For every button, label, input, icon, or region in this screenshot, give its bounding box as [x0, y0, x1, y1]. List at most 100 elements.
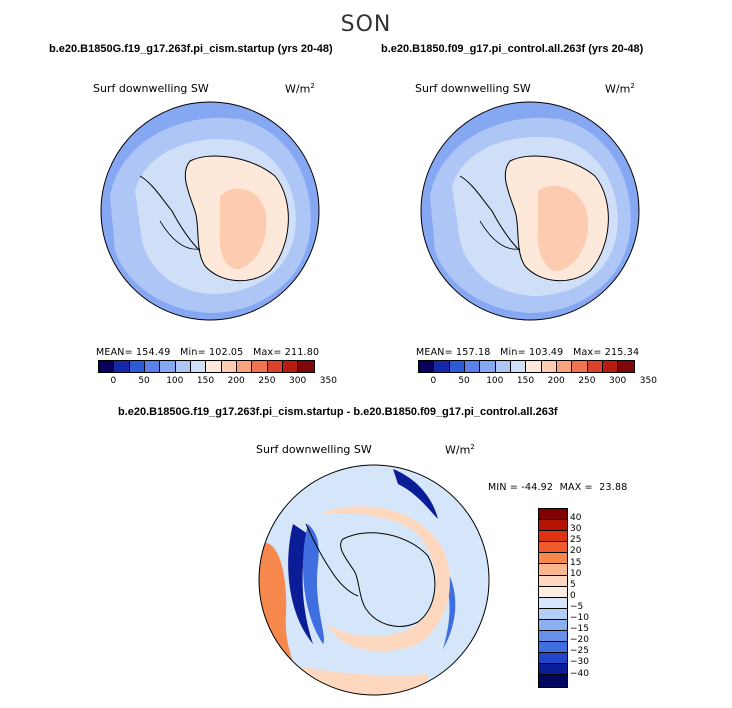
colorbar-tick-label: 200: [547, 376, 565, 386]
colorbar-swatch: [465, 361, 481, 372]
colorbar-swatch: [511, 361, 527, 372]
diff-polar-map: [258, 464, 490, 696]
colorbar-swatch: [206, 361, 222, 372]
colorbar-swatch: [434, 361, 450, 372]
right-mean-label: MEAN=: [416, 347, 453, 358]
units-exponent: 2: [630, 82, 635, 90]
right-max-label: Max=: [573, 347, 602, 358]
right-min-value: 103.49: [528, 347, 564, 358]
diff-colorbar-label: 15: [570, 557, 582, 568]
colorbar-tick-label: 100: [486, 376, 504, 386]
diff-colorbar-label: 10: [570, 568, 582, 579]
diff-colorbar-labels: 40 30 25 20 15 10 5 0 −5 −10 −15 −20 −25 −30 −40: [570, 508, 600, 708]
left-colorbar: [98, 360, 315, 373]
units-text: W/m: [285, 82, 311, 96]
diff-colorbar-swatch: [539, 575, 567, 587]
colorbar-tick-label: 100: [166, 376, 184, 386]
right-units-label: W/m2: [605, 82, 635, 96]
colorbar-swatch: [495, 361, 512, 372]
colorbar-swatch: [603, 361, 619, 372]
left-mean-label: MEAN=: [96, 347, 133, 358]
diff-case-title: b.e20.B1850G.f19_g17.263f.pi_cism.startu…: [118, 406, 558, 418]
diff-colorbar-label: 25: [570, 535, 582, 546]
right-case-title: b.e20.B1850.f09_g17.pi_control.all.263f …: [381, 43, 644, 55]
colorbar-swatch: [129, 361, 146, 372]
season-title: SON: [340, 12, 392, 37]
colorbar-swatch: [557, 361, 573, 372]
colorbar-tick-label: 200: [227, 376, 245, 386]
diff-min-value: -44.92: [521, 482, 554, 493]
diff-colorbar-swatch: [539, 542, 567, 554]
diff-colorbar-swatch: [539, 608, 567, 620]
diff-colorbar-swatch: [539, 520, 567, 532]
colorbar-tick-label: 300: [609, 376, 627, 386]
colorbar-swatch: [480, 361, 496, 372]
left-mean-value: 154.49: [136, 347, 171, 358]
colorbar-swatch: [618, 361, 634, 372]
units-text: W/m: [605, 82, 631, 96]
colorbar-swatch: [221, 361, 238, 372]
diff-peninsula-coast: [305, 523, 359, 597]
diff-colorbar-swatch: [539, 642, 567, 654]
colorbar-swatch: [252, 361, 268, 372]
diff-colorbar-label: −20: [570, 635, 589, 646]
left-stats: MEAN= 154.49 Min= 102.05 Max= 211.80: [96, 347, 319, 358]
colorbar-tick-label: 150: [516, 376, 535, 386]
diff-land-coast: [340, 532, 436, 627]
colorbar-swatch: [237, 361, 253, 372]
colorbar-swatch: [587, 361, 604, 372]
colorbar-tick-label: 50: [458, 376, 470, 386]
colorbar-tick-label: 350: [639, 376, 657, 386]
diff-colorbar-swatch: [539, 597, 567, 609]
colorbar-swatch: [99, 361, 115, 372]
colorbar-swatch: [191, 361, 207, 372]
colorbar-tick-label: 300: [289, 376, 307, 386]
colorbar-swatch: [175, 361, 192, 372]
colorbar-swatch: [449, 361, 466, 372]
left-variable-label: Surf downwelling SW: [93, 82, 209, 95]
diff-colorbar-swatch: [539, 586, 567, 598]
right-mean-value: 157.18: [456, 347, 491, 358]
colorbar-tick-label: 150: [196, 376, 215, 386]
diff-colorbar-label: −30: [570, 657, 589, 668]
colorbar-tick-label: 0: [430, 376, 437, 386]
colorbar-tick-label: 50: [138, 376, 150, 386]
right-polar-map: [420, 101, 640, 321]
diff-colorbar-swatch: [539, 653, 567, 665]
colorbar-tick-label: 0: [110, 376, 117, 386]
left-polar-map: [100, 101, 320, 321]
right-max-value: 215.34: [604, 347, 640, 358]
diff-min-label: MIN =: [488, 482, 519, 493]
left-case-title: b.e20.B1850G.f19_g17.263f.pi_cism.startu…: [49, 43, 333, 55]
diff-colorbar-swatch: [539, 664, 567, 676]
diff-max-value: 23.88: [599, 482, 628, 493]
diff-colorbar-label: −40: [570, 668, 589, 679]
diff-colorbar-label: 40: [570, 513, 582, 524]
colorbar-swatch: [526, 361, 542, 372]
diff-colorbar-label: −10: [570, 613, 589, 623]
diff-colorbar-label: −25: [570, 646, 589, 657]
colorbar-swatch: [267, 361, 284, 372]
colorbar-swatch: [572, 361, 588, 372]
diff-colorbar-swatch: [539, 564, 567, 576]
colorbar-swatch: [145, 361, 161, 372]
peninsula-coast: [459, 175, 521, 252]
antarctic-land-hot: [537, 185, 589, 272]
ross-shelf-coast: [479, 220, 521, 250]
diff-colorbar-label: 5: [570, 579, 576, 590]
colorbar-tick-label: 250: [258, 376, 276, 386]
diff-colorbar-swatch: [539, 553, 567, 565]
antarctic-land-hot: [219, 188, 267, 270]
diff-colorbar-label: 20: [570, 546, 582, 557]
right-colorbar: [418, 360, 635, 373]
diff-strong-neg-arc: [288, 524, 313, 644]
diff-colorbar-label: −5: [570, 601, 584, 612]
units-exponent: 2: [310, 82, 315, 90]
diff-variable-label: Surf downwelling SW: [256, 443, 372, 456]
colorbar-swatch: [541, 361, 558, 372]
left-max-label: Max=: [253, 347, 282, 358]
right-colorbar-ticks: 0 50 100 150 200 250 300 350: [418, 376, 656, 388]
diff-colorbar-swatch: [539, 631, 567, 643]
colorbar-tick-label: 350: [319, 376, 337, 386]
diff-colorbar: [538, 508, 568, 688]
